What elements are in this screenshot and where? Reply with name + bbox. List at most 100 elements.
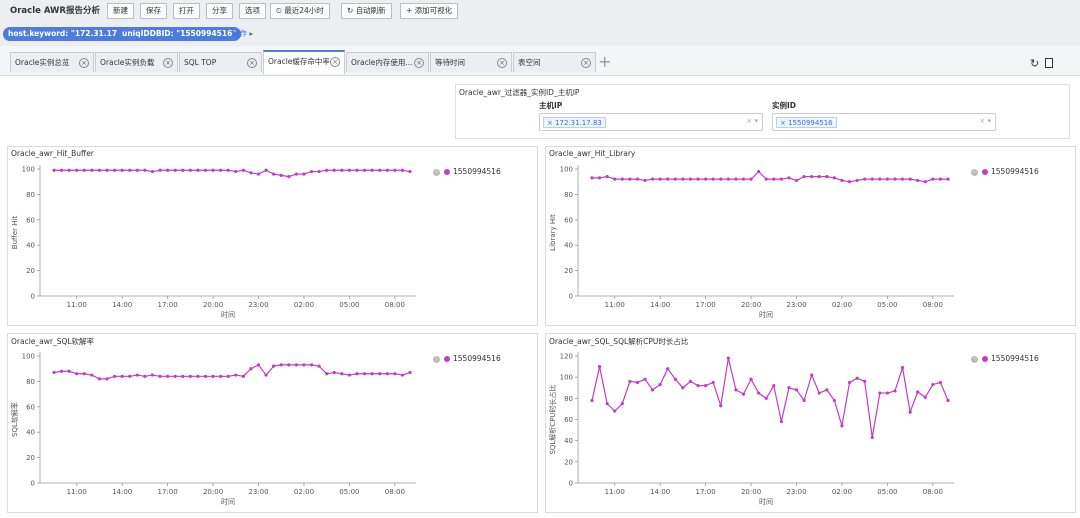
- data-point: [287, 363, 291, 367]
- legend-toggle-icon[interactable]: ›: [433, 355, 440, 363]
- data-point: [241, 168, 245, 172]
- sql-parse-cpu-chart: 0 20 40 60 80 100 120 11:00 14:00 17:00 20:00 23:00…: [548, 352, 954, 506]
- close-icon[interactable]: ×: [79, 58, 89, 68]
- x-tick-label: 02:00: [294, 488, 314, 496]
- y-tick-label: 40: [564, 242, 573, 250]
- data-point: [219, 168, 223, 172]
- close-icon[interactable]: ×: [163, 58, 173, 68]
- x-tick-label: 05:00: [877, 301, 897, 309]
- export-icon[interactable]: [1045, 58, 1053, 68]
- chart-legend[interactable]: › 1550994516: [433, 167, 501, 176]
- data-point: [825, 388, 829, 392]
- tab-sql-top[interactable]: SQL TOP ×: [179, 52, 262, 72]
- data-point: [90, 168, 94, 172]
- data-point: [757, 169, 761, 174]
- save-button[interactable]: 保存: [140, 3, 167, 19]
- legend-toggle-icon[interactable]: ›: [433, 168, 440, 176]
- data-point: [150, 373, 155, 377]
- instance-id-tag[interactable]: × 1550994516: [776, 117, 837, 128]
- tab-instance-load[interactable]: Oracle实例负载 ×: [95, 52, 178, 72]
- data-point: [272, 364, 276, 368]
- share-button[interactable]: 分享: [206, 3, 233, 19]
- close-icon[interactable]: ×: [330, 57, 340, 67]
- data-point: [628, 379, 632, 383]
- data-point: [211, 168, 215, 172]
- add-visualization-button[interactable]: + 添加可视化: [400, 3, 459, 19]
- host-ip-value: 172.31.17.83: [555, 119, 602, 127]
- chart-legend[interactable]: › 1550994516: [971, 354, 1039, 363]
- chart-panel-sql-parse-cpu: Oracle_awr_SQL_SQL解析CPU时长占比 0 20 40 60 80 100…: [545, 333, 1076, 513]
- reload-icon[interactable]: ↻: [1030, 57, 1040, 70]
- data-point: [885, 391, 890, 395]
- refresh-icon: ↻: [347, 6, 354, 15]
- data-point: [726, 356, 730, 360]
- data-point: [317, 364, 321, 368]
- data-point: [704, 384, 708, 388]
- tab-wait-time[interactable]: 等待时间 ×: [430, 52, 512, 72]
- filter-actions-link[interactable]: 操作 ▸: [232, 29, 254, 38]
- y-tick-label: 80: [564, 191, 573, 199]
- x-tick-label: 17:00: [158, 488, 178, 496]
- tab-tablespace[interactable]: 表空间 ×: [513, 52, 596, 72]
- data-point: [143, 168, 147, 172]
- series-line: [591, 357, 949, 438]
- data-point: [378, 372, 382, 376]
- host-ip-select[interactable]: × 172.31.17.83 × ▾: [539, 113, 763, 131]
- chart-panel-sql-soft-parse: Oracle_awr_SQL软解率 0 20 40 60 80 100 11:00 14:00…: [7, 333, 538, 513]
- host-ip-tag[interactable]: × 172.31.17.83: [543, 117, 606, 128]
- tab-instance-overview[interactable]: Oracle实例总览 ×: [10, 52, 94, 72]
- open-button[interactable]: 打开: [173, 3, 200, 19]
- y-tick-label: 100: [560, 166, 573, 174]
- filter-pill-host[interactable]: host.keyword: "172.31.17.83": [3, 27, 140, 41]
- data-point: [181, 374, 185, 378]
- data-point: [52, 370, 56, 375]
- clear-dropdown-icon[interactable]: × ▾: [746, 117, 758, 125]
- tab-cache-hit[interactable]: Oracle缓存命中率 ×: [263, 50, 345, 74]
- tab-memory-usage[interactable]: Oracle内存使用... ×: [346, 52, 429, 72]
- x-tick-label: 08:00: [385, 301, 405, 309]
- y-axis-label: Library Hit: [549, 214, 557, 251]
- chart-legend[interactable]: › 1550994516: [971, 167, 1039, 176]
- data-point: [908, 177, 912, 181]
- data-point: [650, 177, 655, 181]
- data-point: [67, 369, 71, 373]
- x-tick-label: 11:00: [605, 488, 625, 496]
- close-icon[interactable]: ×: [581, 58, 591, 68]
- y-tick-label: 120: [560, 353, 573, 361]
- y-tick-label: 0: [569, 293, 573, 301]
- clear-dropdown-icon[interactable]: × ▾: [979, 117, 991, 125]
- data-point: [302, 172, 306, 176]
- data-point: [279, 173, 283, 177]
- close-icon[interactable]: ×: [497, 58, 507, 68]
- data-point: [734, 388, 738, 392]
- new-button[interactable]: 新建: [107, 3, 134, 19]
- data-point: [158, 374, 162, 378]
- chart-legend[interactable]: › 1550994516: [433, 354, 501, 363]
- add-tab-icon[interactable]: +: [598, 52, 612, 71]
- data-point: [726, 177, 730, 181]
- data-point: [605, 175, 609, 179]
- data-point: [355, 372, 359, 376]
- instance-id-select[interactable]: × 1550994516 × ▾: [772, 113, 996, 131]
- legend-toggle-icon[interactable]: ›: [971, 168, 978, 176]
- close-icon[interactable]: ×: [414, 58, 424, 68]
- auto-refresh-button[interactable]: ↻ 自动刷新: [341, 3, 392, 19]
- legend-toggle-icon[interactable]: ›: [971, 355, 978, 363]
- data-point: [870, 177, 874, 181]
- data-point: [279, 363, 283, 367]
- x-tick-label: 23:00: [248, 301, 268, 309]
- data-point: [393, 372, 397, 376]
- data-point: [772, 177, 776, 181]
- time-range-label: 最近24小时: [284, 6, 324, 15]
- data-point: [181, 168, 185, 172]
- options-button[interactable]: 选项: [239, 3, 266, 19]
- x-tick-label: 14:00: [650, 488, 670, 496]
- y-tick-label: 60: [564, 416, 573, 424]
- data-point: [658, 177, 662, 181]
- data-point: [75, 372, 79, 376]
- time-range-button[interactable]: ⏲ 最近24小时: [270, 3, 330, 19]
- data-point: [832, 398, 836, 403]
- filter-pill-dbid[interactable]: uniqIDDBID: "1550994516": [117, 27, 242, 41]
- close-icon[interactable]: ×: [247, 58, 257, 68]
- y-tick-label: 0: [31, 480, 35, 488]
